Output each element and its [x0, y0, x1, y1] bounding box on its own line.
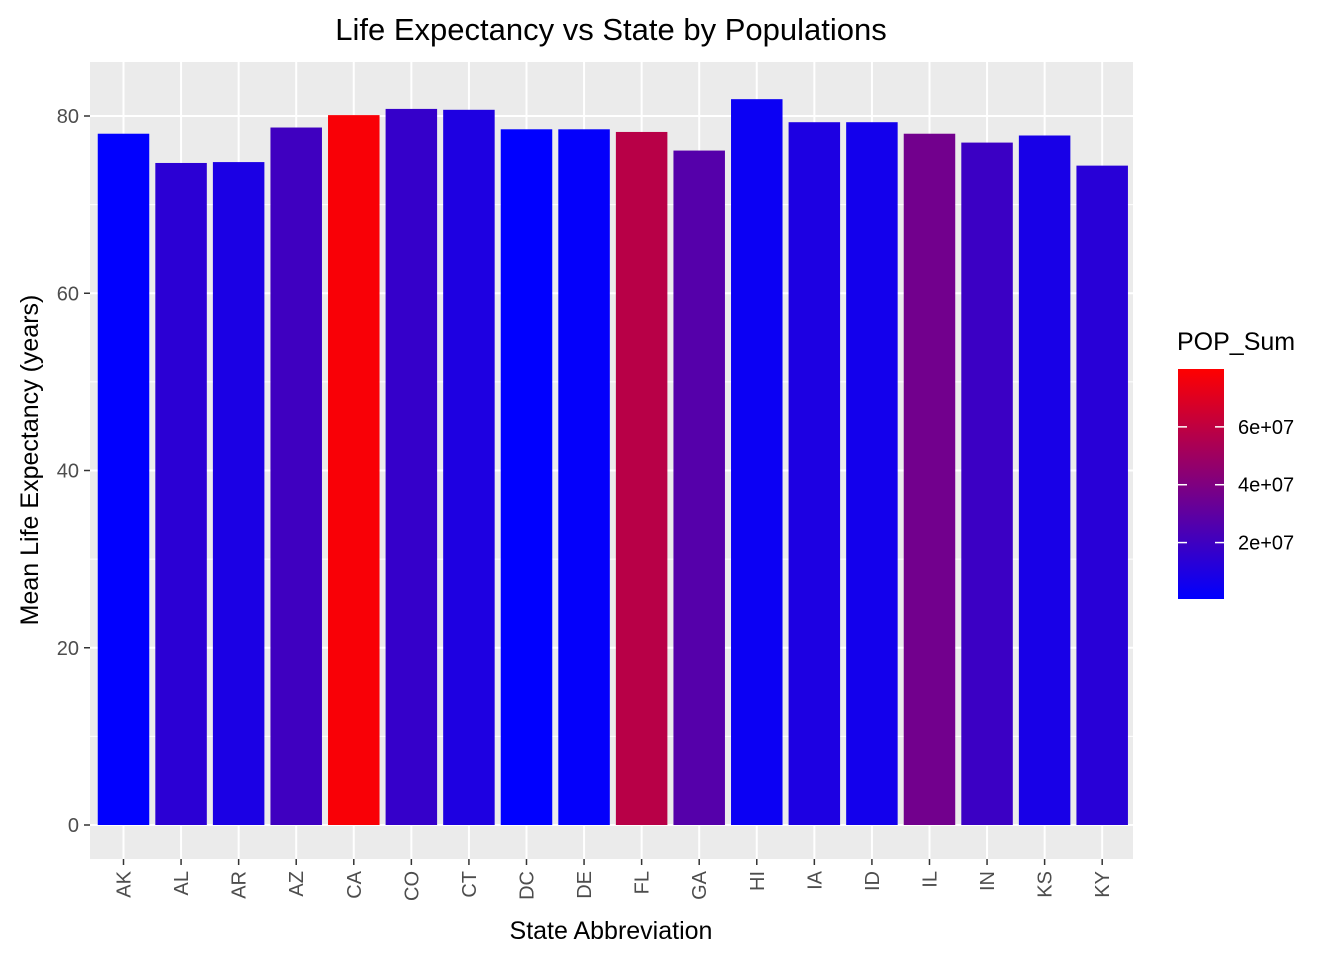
x-tick-label: AL: [171, 871, 193, 895]
legend-tick-label: 6e+07: [1238, 417, 1294, 439]
bar-fl: [615, 131, 668, 825]
x-tick-label: AR: [229, 871, 251, 899]
legend-tick-label: 2e+07: [1238, 533, 1294, 555]
bar-id: [846, 122, 898, 826]
bar-ca: [328, 115, 380, 825]
y-tick-label: 20: [57, 638, 79, 660]
x-axis-title: State Abbreviation: [510, 917, 713, 945]
legend-tick-label: 4e+07: [1238, 475, 1294, 497]
x-tick-label: ID: [862, 871, 884, 891]
bars: [97, 99, 1128, 826]
legend-title: POP_Sum: [1177, 328, 1295, 356]
y-axis: 0 20 40 60 80: [57, 106, 90, 837]
x-tick-label: KS: [1035, 871, 1057, 898]
bar-ak: [97, 133, 150, 826]
x-axis: AK AL AR AZ CA CO CT DC DE FL GA HI IA ID IL IN KS KY: [114, 859, 1114, 901]
y-axis-title: Mean Life Expectancy (years): [16, 295, 44, 626]
x-tick-label: AK: [114, 870, 136, 897]
y-tick-label: 80: [57, 106, 79, 128]
x-tick-label: CO: [401, 871, 423, 901]
x-tick-label: FL: [632, 871, 654, 894]
bar-dc: [500, 129, 553, 825]
x-tick-label: DE: [574, 871, 596, 899]
bar-ky: [1076, 165, 1128, 825]
y-tick-label: 0: [68, 815, 79, 837]
x-tick-label: IA: [804, 870, 826, 890]
x-tick-label: CA: [344, 870, 366, 898]
y-tick-label: 60: [57, 283, 79, 305]
x-tick-label: AZ: [286, 871, 308, 897]
bar-ct: [443, 109, 495, 825]
x-tick-label: HI: [747, 871, 769, 891]
x-tick-label: CT: [459, 871, 481, 898]
x-tick-label: KY: [1092, 871, 1114, 898]
chart-title: Life Expectancy vs State by Populations: [335, 12, 886, 47]
x-tick-label: IN: [977, 871, 999, 891]
bar-ia: [788, 122, 841, 826]
x-tick-label: GA: [689, 870, 711, 900]
bar-de: [558, 129, 610, 825]
bar-ks: [1018, 135, 1071, 825]
y-tick-label: 40: [57, 461, 79, 483]
bar-ar: [212, 162, 265, 825]
bar-hi: [731, 99, 783, 825]
x-tick-label: DC: [516, 871, 538, 900]
bar-az: [270, 127, 322, 826]
legend-ticks: 2e+07 4e+07 6e+07: [1178, 417, 1294, 555]
bar-ga: [673, 150, 725, 826]
bar-al: [155, 162, 207, 825]
x-tick-label: IL: [919, 871, 941, 888]
bar-in: [961, 142, 1013, 825]
legend: POP_Sum 2e+07 4e+07 6e+07: [1177, 328, 1295, 599]
bar-il: [903, 133, 956, 826]
bar-co: [385, 108, 438, 825]
